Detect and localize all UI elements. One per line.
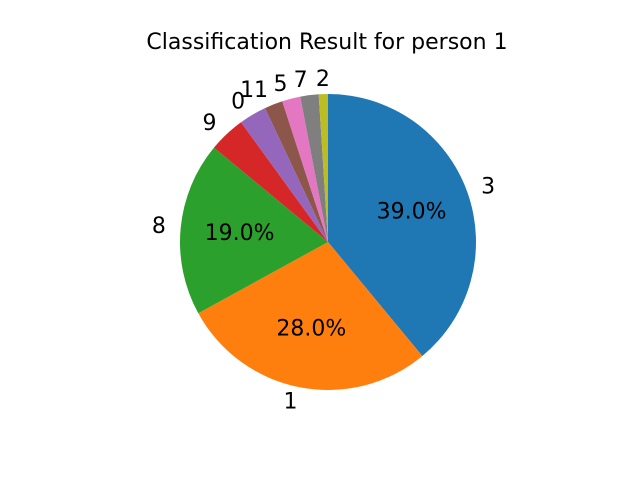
slice-label-2: 2 <box>316 67 330 92</box>
slice-label-9: 9 <box>203 111 217 136</box>
pie-slice-3 <box>328 94 476 357</box>
slice-label-5: 5 <box>274 72 288 97</box>
slice-label-3: 3 <box>481 174 495 199</box>
slice-pct-1: 28.0% <box>276 317 346 342</box>
pie-slice-2 <box>318 94 328 242</box>
pie-slice-7 <box>300 94 328 242</box>
slice-label-1: 1 <box>283 389 297 414</box>
slice-label-0: 0 <box>231 89 245 114</box>
pie-slice-0 <box>241 108 328 242</box>
pie-slice-1 <box>198 242 423 390</box>
slice-label-7: 7 <box>294 68 308 93</box>
pie-slice-5 <box>282 96 328 242</box>
chart-title: Classification Result for person 1 <box>146 30 507 55</box>
pie-slice-9 <box>213 122 328 242</box>
pie-slice-8 <box>180 147 328 314</box>
slice-label-8: 8 <box>152 214 166 239</box>
slice-pct-8: 19.0% <box>205 221 275 246</box>
pie-slices <box>180 94 476 390</box>
pie-slice-11 <box>264 101 328 242</box>
slice-label-11: 11 <box>240 78 268 103</box>
slice-pct-3: 39.0% <box>377 199 447 224</box>
